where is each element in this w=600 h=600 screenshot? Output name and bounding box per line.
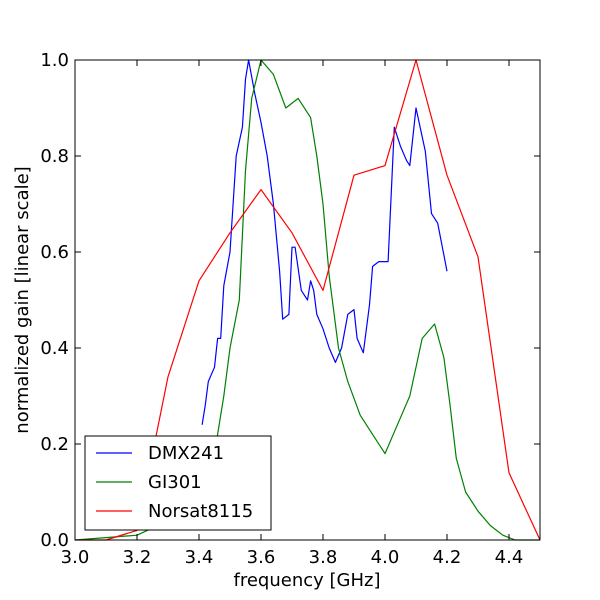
- y-tick-label: 0.4: [40, 338, 69, 359]
- x-tick-label: 4.2: [433, 547, 462, 568]
- x-tick-label: 3.2: [123, 547, 152, 568]
- y-tick-label: 0.6: [40, 242, 69, 263]
- legend-label-dmx241: DMX241: [148, 443, 224, 464]
- x-tick-label: 4.4: [495, 547, 524, 568]
- x-tick-label: 3.6: [247, 547, 276, 568]
- legend-label-gi301: GI301: [148, 472, 202, 493]
- x-tick-label: 4.0: [371, 547, 400, 568]
- legend-label-norsat8115: Norsat8115: [148, 501, 253, 522]
- y-tick-label: 0.2: [40, 434, 69, 455]
- y-axis-label: normalized gain [linear scale]: [12, 166, 33, 433]
- x-tick-label: 3.8: [309, 547, 338, 568]
- tick-labels-layer: 3.0 3.2 3.4 3.6 3.8 4.0 4.2 4.4 0.0 0.2 0.4 0.6 0.8 1…: [40, 50, 523, 568]
- legend: DMX241 GI301 Norsat8115: [84, 435, 272, 531]
- x-tick-label: 3.4: [185, 547, 214, 568]
- x-axis-label: frequency [GHz]: [234, 570, 381, 591]
- series-line-dmx241: [201, 59, 448, 425]
- legend-box: [84, 435, 272, 531]
- y-tick-label: 0.0: [40, 530, 69, 551]
- y-tick-label: 0.8: [40, 146, 69, 167]
- plot-frame: [74, 59, 541, 541]
- x-tick-label: 3.0: [61, 547, 90, 568]
- ticks-layer: [74, 59, 540, 541]
- series-line-gi301: [74, 59, 540, 541]
- y-tick-label: 1.0: [40, 50, 69, 71]
